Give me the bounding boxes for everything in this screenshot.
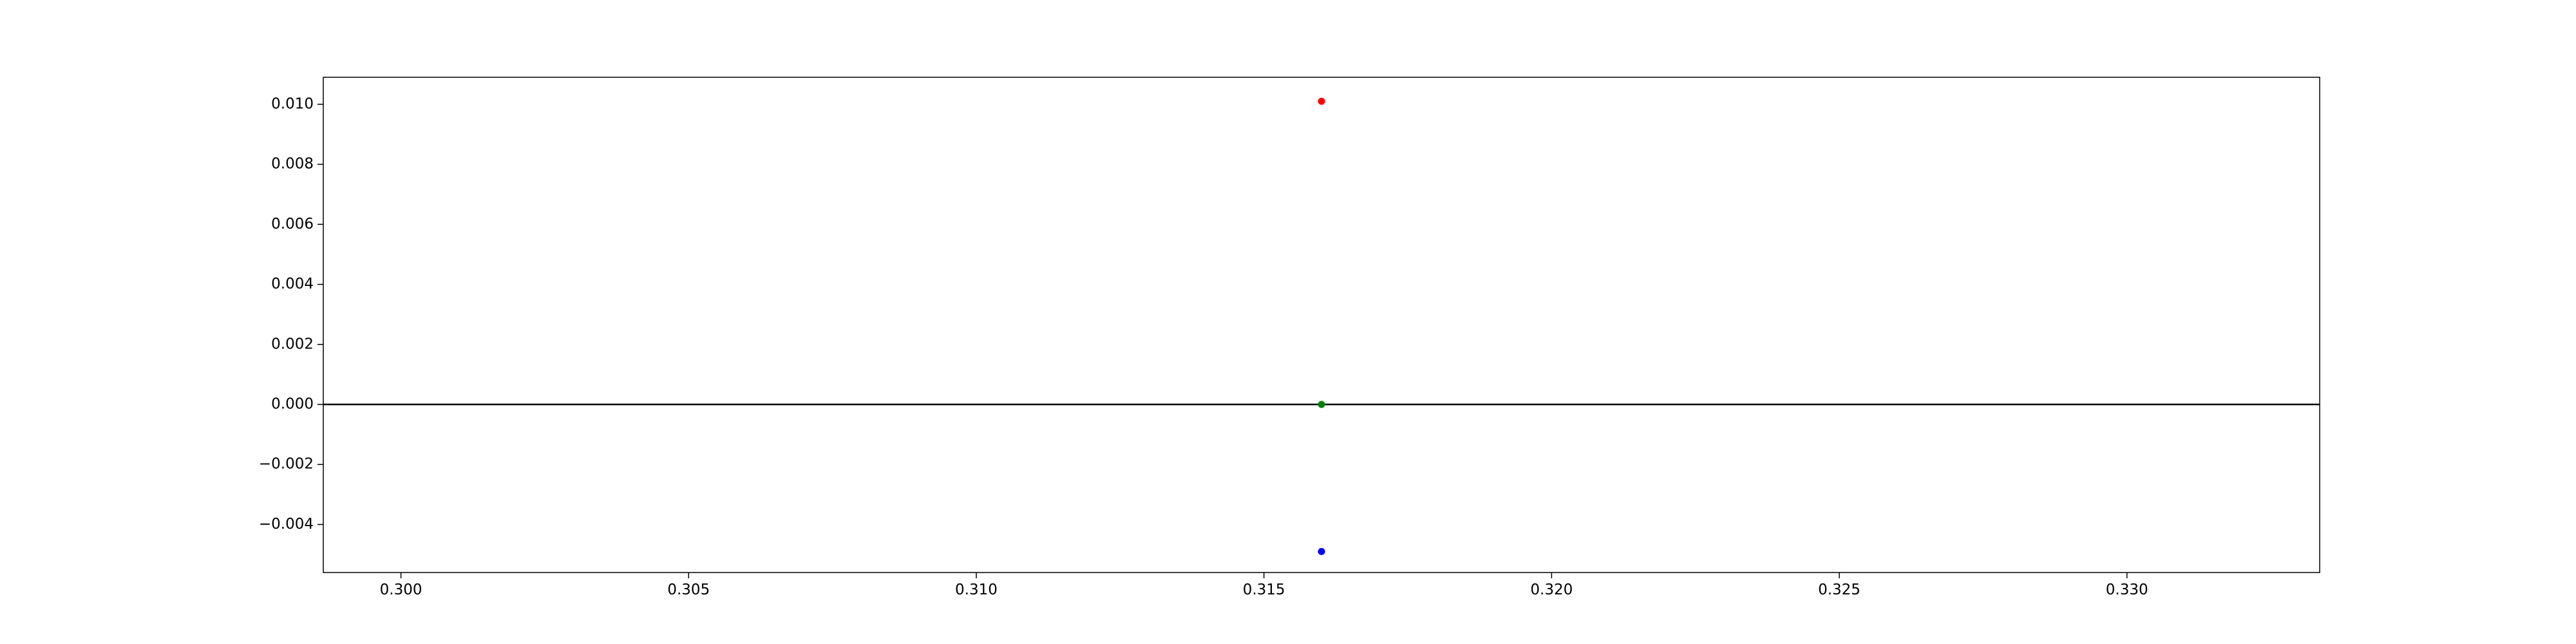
x-tick-label: 0.320 <box>1530 582 1573 598</box>
y-tick-label: 0.000 <box>271 396 314 413</box>
x-tick-label: 0.330 <box>2106 582 2148 598</box>
x-axis-ticks: 0.300 0.305 0.310 0.315 0.320 0.325 0.330 <box>380 573 2148 598</box>
y-tick-label: −0.002 <box>259 456 314 473</box>
y-axis-ticks: −0.004 −0.002 0.000 0.002 0.004 0.006 0.008 0.0… <box>259 95 323 533</box>
x-tick-label: 0.310 <box>955 582 998 598</box>
x-tick-label: 0.325 <box>1818 582 1861 598</box>
x-tick-label: 0.315 <box>1243 582 1285 598</box>
y-tick-label: 0.004 <box>271 276 314 292</box>
plot-background <box>323 77 2320 573</box>
y-tick-label: 0.010 <box>271 95 314 112</box>
y-tick-label: 0.006 <box>271 216 314 232</box>
data-point <box>1318 97 1325 105</box>
y-tick-label: 0.008 <box>271 156 314 173</box>
data-point <box>1318 401 1325 408</box>
data-points <box>1318 97 1325 555</box>
data-point <box>1318 547 1325 555</box>
x-tick-label: 0.300 <box>380 582 422 598</box>
x-tick-label: 0.305 <box>667 582 710 598</box>
plot-frame <box>323 77 2320 573</box>
y-tick-label: −0.004 <box>259 516 314 533</box>
y-tick-label: 0.002 <box>271 336 314 352</box>
